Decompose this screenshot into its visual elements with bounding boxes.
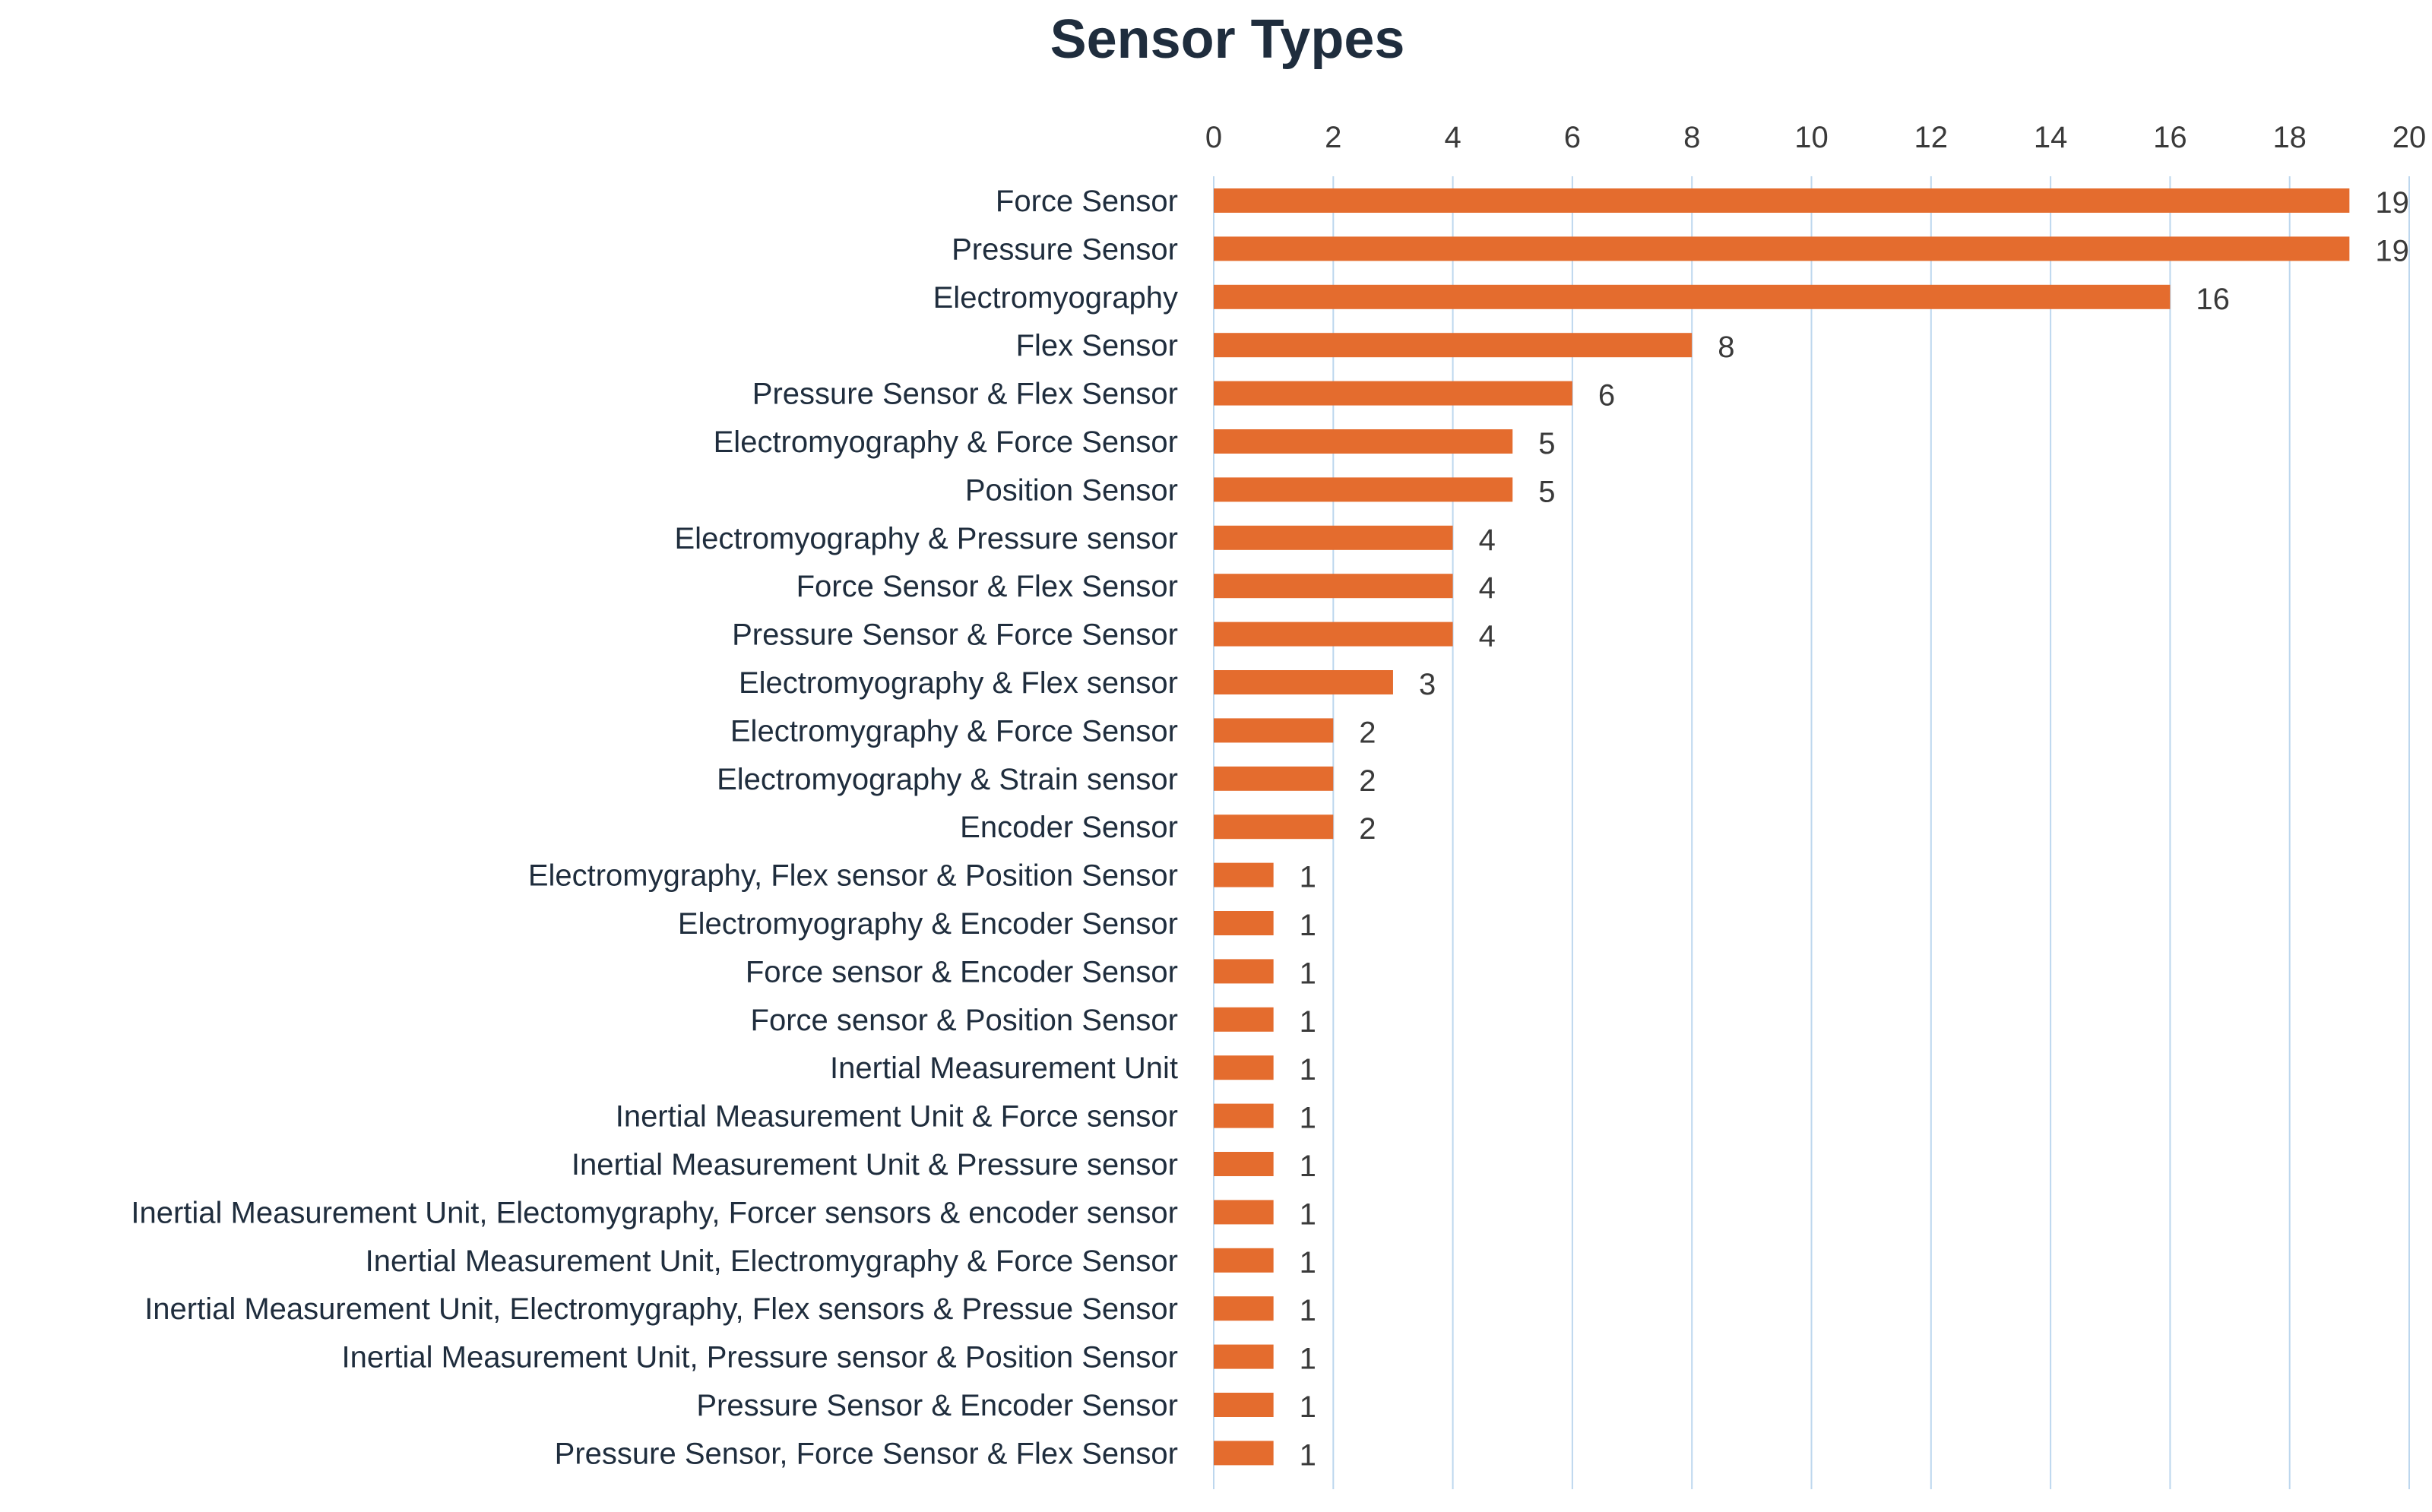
category-label: Pressure Sensor & Flex Sensor [752, 378, 1178, 411]
data-label: 1 [1300, 1294, 1316, 1327]
x-tick-label: 8 [1683, 121, 1700, 154]
data-label: 1 [1300, 861, 1316, 894]
data-label: 2 [1359, 812, 1376, 846]
category-label: Electromygraphy & Force Sensor [730, 714, 1178, 748]
bar [1214, 429, 1513, 454]
bar [1214, 1103, 1274, 1128]
category-label: Position Sensor [965, 473, 1178, 507]
bar [1214, 1152, 1274, 1176]
x-tick-label: 16 [2153, 121, 2187, 154]
x-tick-label: 0 [1205, 121, 1222, 154]
category-label: Electromyography & Strain sensor [717, 763, 1178, 796]
x-tick-label: 18 [2272, 121, 2307, 154]
x-tick-label: 6 [1564, 121, 1581, 154]
bar [1214, 188, 2350, 213]
data-label: 1 [1300, 1438, 1316, 1472]
bar [1214, 718, 1334, 743]
category-label: Inertial Measurement Unit & Force sensor [616, 1100, 1178, 1134]
bar [1214, 1007, 1274, 1032]
bar [1214, 525, 1453, 550]
bar [1214, 381, 1572, 406]
data-label: 1 [1300, 1197, 1316, 1231]
data-label: 4 [1479, 571, 1496, 605]
x-tick-label: 2 [1325, 121, 1341, 154]
data-label: 4 [1479, 620, 1496, 653]
category-label: Force Sensor & Flex Sensor [796, 570, 1178, 603]
x-tick-label: 14 [2034, 121, 2068, 154]
category-label: Electromyography & Encoder Sensor [678, 907, 1178, 941]
category-label: Pressure Sensor & Force Sensor [732, 618, 1178, 652]
x-tick-label: 4 [1444, 121, 1461, 154]
bar [1214, 959, 1274, 984]
data-label: 2 [1359, 716, 1376, 749]
data-label: 2 [1359, 764, 1376, 798]
bar [1214, 1200, 1274, 1225]
category-label: Electromyography & Force Sensor [714, 425, 1178, 459]
data-label: 1 [1300, 957, 1316, 990]
bar [1214, 477, 1513, 502]
category-label: Flex Sensor [1016, 329, 1178, 362]
data-label: 1 [1300, 1343, 1316, 1376]
category-label: Inertial Measurement Unit, Electromygrap… [366, 1245, 1178, 1278]
category-label: Pressure Sensor & Encoder Sensor [696, 1389, 1178, 1422]
bar [1214, 574, 1453, 599]
bar [1214, 284, 2171, 309]
category-label: Pressure Sensor [952, 232, 1178, 266]
data-label: 4 [1479, 524, 1496, 557]
data-label: 1 [1300, 1150, 1316, 1183]
bar [1214, 1055, 1274, 1080]
category-label: Inertial Measurement Unit, Pressure sens… [342, 1341, 1179, 1374]
data-label: 1 [1300, 1102, 1316, 1135]
data-label: 3 [1419, 668, 1436, 701]
data-label: 1 [1300, 1390, 1316, 1424]
category-label: Inertial Measurement Unit [830, 1052, 1178, 1085]
bar [1214, 766, 1334, 791]
data-label: 16 [2196, 283, 2230, 316]
category-label: Inertial Measurement Unit & Pressure sen… [572, 1148, 1178, 1181]
data-label: 1 [1300, 1246, 1316, 1280]
bar [1214, 1441, 1274, 1466]
data-label: 1 [1300, 909, 1316, 942]
bar [1214, 911, 1274, 935]
category-label: Force sensor & Position Sensor [751, 1004, 1178, 1037]
x-tick-label: 20 [2392, 121, 2427, 154]
x-tick-label: 10 [1794, 121, 1829, 154]
category-label: Electromyography [933, 281, 1178, 315]
bar [1214, 622, 1453, 647]
category-label: Pressure Sensor, Force Sensor & Flex Sen… [555, 1437, 1178, 1470]
bar [1214, 815, 1334, 840]
chart-title: Sensor Types [1050, 9, 1405, 70]
category-label: Force sensor & Encoder Sensor [746, 955, 1178, 988]
category-label: Inertial Measurement Unit, Electomygraph… [131, 1196, 1178, 1229]
data-label: 19 [2375, 234, 2409, 267]
data-label: 19 [2375, 186, 2409, 220]
bar [1214, 1393, 1274, 1417]
bar [1214, 1344, 1274, 1369]
bar [1214, 1296, 1274, 1321]
category-label: Inertial Measurement Unit, Electromygrap… [144, 1292, 1178, 1326]
category-label: Electromyography & Pressure sensor [675, 522, 1179, 555]
data-label: 5 [1538, 475, 1555, 508]
bar [1214, 670, 1393, 694]
bar [1214, 1248, 1274, 1273]
data-label: 8 [1718, 331, 1734, 364]
data-label: 1 [1300, 1005, 1316, 1039]
data-label: 1 [1300, 1053, 1316, 1087]
bar [1214, 333, 1693, 358]
category-label: Encoder Sensor [960, 811, 1178, 844]
x-tick-label: 12 [1914, 121, 1949, 154]
bar [1214, 862, 1274, 887]
data-label: 5 [1538, 427, 1555, 460]
bar [1214, 236, 2350, 261]
category-label: Force Sensor [996, 185, 1178, 218]
category-label: Electromygraphy, Flex sensor & Position … [528, 859, 1178, 893]
category-label: Electromyography & Flex sensor [739, 666, 1178, 700]
data-label: 6 [1598, 379, 1615, 413]
